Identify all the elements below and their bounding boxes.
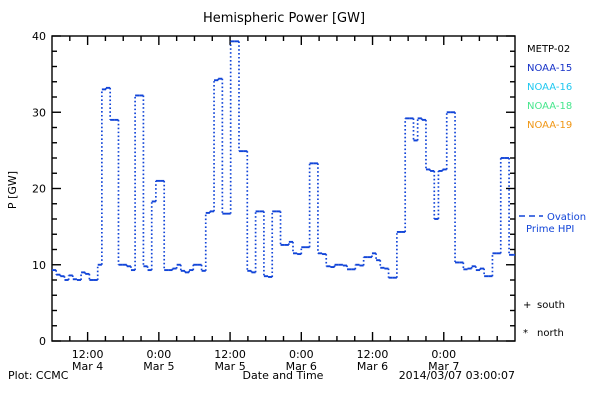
x-tick-label-time: 12:00 xyxy=(214,348,246,361)
ovation-legend-label-line1: Ovation xyxy=(547,212,586,223)
y-tick-label: 30 xyxy=(32,106,46,119)
ovation-legend-label-line2: Prime HPI xyxy=(526,224,574,235)
legend-item-noaa-18: NOAA-18 xyxy=(527,101,572,112)
footer-timestamp: 2014/03/07 03:00:07 xyxy=(399,369,515,382)
legend-marker-label-north: north xyxy=(537,328,564,339)
legend-marker-label-south: south xyxy=(537,300,565,311)
x-tick-label-time: 12:00 xyxy=(72,348,104,361)
ovation-legend: Ovation Prime HPI xyxy=(519,212,586,235)
legend-item-noaa-19: NOAA-19 xyxy=(527,120,572,131)
page-title: Hemispheric Power [GW] xyxy=(203,11,365,26)
x-tick-label-date: Mar 5 xyxy=(214,360,245,373)
y-tick-label: 20 xyxy=(32,183,46,196)
y-axis-ticks: 0 10 20 30 40 xyxy=(32,30,515,348)
y-tick-label: 40 xyxy=(32,30,46,43)
x-tick-label-date: Mar 4 xyxy=(72,360,103,373)
x-tick-label-date: Mar 7 xyxy=(428,360,459,373)
x-tick-label-date: Mar 5 xyxy=(143,360,174,373)
y-tick-label: 10 xyxy=(32,259,46,272)
legend-item-noaa-16: NOAA-16 xyxy=(527,82,572,93)
satellite-legend: METP-02 NOAA-15 NOAA-16 NOAA-18 NOAA-19 xyxy=(527,44,572,131)
legend-marker-symbol-north: * xyxy=(523,328,528,339)
x-axis-ticks xyxy=(69,36,498,341)
footer-left: Plot: CCMC xyxy=(8,369,69,382)
x-tick-label-time: 0:00 xyxy=(146,348,171,361)
y-tick-label: 0 xyxy=(39,335,46,348)
legend-item-metp-02: METP-02 xyxy=(527,44,570,55)
x-tick-label-time: 12:00 xyxy=(357,348,389,361)
legend-item-noaa-15: NOAA-15 xyxy=(527,63,572,74)
x-tick-label-time: 0:00 xyxy=(289,348,314,361)
data-series-layer xyxy=(52,40,515,281)
x-axis-label: Date and Time xyxy=(243,369,324,382)
x-tick-label-date: Mar 6 xyxy=(357,360,388,373)
legend-marker-symbol-south: + xyxy=(523,300,531,311)
y-axis-label: P [GW] xyxy=(6,171,19,209)
x-tick-label-date: Mar 6 xyxy=(286,360,317,373)
marker-legend: + south * north xyxy=(523,300,565,339)
x-tick-label-time: 0:00 xyxy=(431,348,456,361)
